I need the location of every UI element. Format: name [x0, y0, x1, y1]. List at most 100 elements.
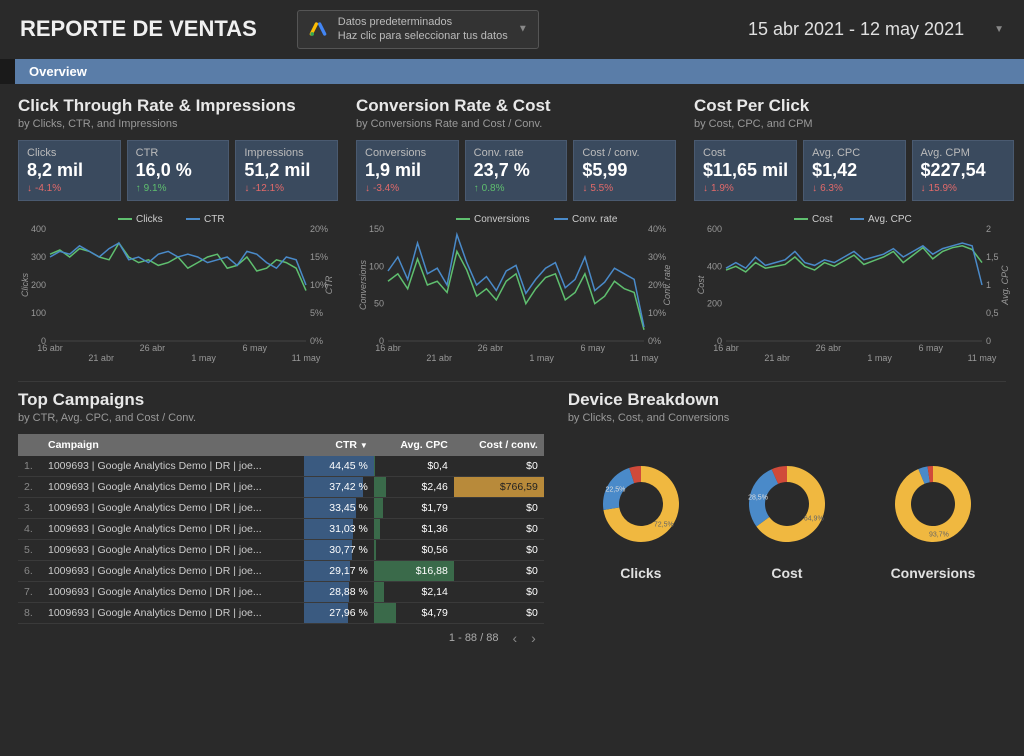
svg-text:1: 1 [986, 280, 991, 290]
table-row[interactable]: 8. 1009693 | Google Analytics Demo | DR … [18, 602, 544, 623]
metric-card[interactable]: Impressions 51,2 mil ↓-12.1% [235, 140, 338, 201]
table-row[interactable]: 3. 1009693 | Google Analytics Demo | DR … [18, 497, 544, 518]
svg-text:72,5%: 72,5% [654, 521, 674, 528]
svg-text:6 may: 6 may [919, 343, 944, 353]
campaign-name: 1009693 | Google Analytics Demo | DR | j… [42, 560, 304, 581]
col-ctr[interactable]: CTR ▼ [304, 434, 374, 456]
ctr-cell: 31,03 % [304, 518, 374, 539]
campaigns-table: CampaignCTR ▼Avg. CPCCost / conv. 1. 100… [18, 434, 544, 624]
campaign-name: 1009693 | Google Analytics Demo | DR | j… [42, 602, 304, 623]
kpi-section: Conversion Rate & Cost by Conversions Ra… [356, 96, 676, 371]
svg-text:21 abr: 21 abr [88, 353, 114, 363]
svg-text:40%: 40% [648, 224, 666, 234]
svg-text:200: 200 [31, 280, 46, 290]
row-index: 4. [18, 518, 42, 539]
row-index: 3. [18, 497, 42, 518]
svg-text:0%: 0% [310, 336, 323, 346]
header: REPORTE DE VENTAS Datos predeterminados … [0, 0, 1024, 59]
table-row[interactable]: 2. 1009693 | Google Analytics Demo | DR … [18, 476, 544, 497]
svg-text:400: 400 [31, 224, 46, 234]
cpc-cell: $16,88 [374, 560, 454, 581]
campaign-name: 1009693 | Google Analytics Demo | DR | j… [42, 518, 304, 539]
metric-card[interactable]: Avg. CPC $1,42 ↓6.3% [803, 140, 905, 201]
svg-text:16 abr: 16 abr [375, 343, 401, 353]
svg-text:100: 100 [369, 261, 384, 271]
arrow-down-icon: ↓ [582, 183, 587, 194]
metric-delta: ↓-12.1% [244, 183, 329, 194]
cost-cell: $0 [454, 497, 544, 518]
table-row[interactable]: 6. 1009693 | Google Analytics Demo | DR … [18, 560, 544, 581]
row-index: 1. [18, 456, 42, 477]
col-campaign[interactable]: Campaign [42, 434, 304, 456]
table-row[interactable]: 4. 1009693 | Google Analytics Demo | DR … [18, 518, 544, 539]
arrow-down-icon: ↓ [27, 183, 32, 194]
ctr-cell: 29,17 % [304, 560, 374, 581]
svg-text:16 abr: 16 abr [713, 343, 739, 353]
metric-card[interactable]: Avg. CPM $227,54 ↓15.9% [912, 140, 1014, 201]
date-range-picker[interactable]: 15 abr 2021 - 12 may 2021 ▼ [748, 19, 1004, 40]
tab-overview[interactable]: Overview [15, 59, 101, 84]
metric-label: Clicks [27, 147, 112, 159]
section-subtitle: by Conversions Rate and Cost / Conv. [356, 118, 676, 130]
data-source-selector[interactable]: Datos predeterminados Haz clic para sele… [297, 10, 539, 49]
table-row[interactable]: 7. 1009693 | Google Analytics Demo | DR … [18, 581, 544, 602]
devices-title: Device Breakdown [568, 390, 1006, 410]
cpc-cell: $2,46 [374, 476, 454, 497]
metric-value: $1,42 [812, 160, 896, 181]
ctr-cell: 44,45 % [304, 456, 374, 477]
svg-text:26 abr: 26 abr [816, 343, 842, 353]
row-index: 2. [18, 476, 42, 497]
campaign-name: 1009693 | Google Analytics Demo | DR | j… [42, 476, 304, 497]
svg-text:1 may: 1 may [529, 353, 554, 363]
page-title: REPORTE DE VENTAS [20, 16, 257, 42]
data-selector-line2: Haz clic para seleccionar tus datos [338, 29, 508, 43]
svg-text:50: 50 [374, 298, 384, 308]
svg-text:Avg. CPC: Avg. CPC [868, 214, 912, 225]
svg-text:Avg. CPC: Avg. CPC [1000, 264, 1010, 305]
metric-card[interactable]: Cost $11,65 mil ↓1.9% [694, 140, 797, 201]
google-ads-icon [308, 19, 328, 39]
row-index: 5. [18, 539, 42, 560]
arrow-down-icon: ↓ [703, 183, 708, 194]
campaign-name: 1009693 | Google Analytics Demo | DR | j… [42, 497, 304, 518]
table-row[interactable]: 5. 1009693 | Google Analytics Demo | DR … [18, 539, 544, 560]
metric-label: Cost [703, 147, 788, 159]
svg-text:200: 200 [707, 298, 722, 308]
table-pager: 1 - 88 / 88 ‹ › [18, 624, 544, 652]
arrow-up-icon: ↑ [136, 183, 141, 194]
cost-cell: $0 [454, 518, 544, 539]
svg-text:11 may: 11 may [630, 353, 659, 363]
campaign-name: 1009693 | Google Analytics Demo | DR | j… [42, 581, 304, 602]
svg-text:26 abr: 26 abr [478, 343, 504, 353]
cost-cell: $0 [454, 560, 544, 581]
metric-card[interactable]: Conversions 1,9 mil ↓-3.4% [356, 140, 459, 201]
svg-text:600: 600 [707, 224, 722, 234]
pager-prev-icon[interactable]: ‹ [512, 630, 517, 646]
svg-text:2: 2 [986, 224, 991, 234]
metric-label: Conversions [365, 147, 450, 159]
svg-text:28,5%: 28,5% [748, 494, 768, 501]
svg-text:64,9%: 64,9% [804, 515, 824, 522]
section-title: Click Through Rate & Impressions [18, 96, 338, 116]
svg-text:15%: 15% [310, 252, 328, 262]
campaigns-title: Top Campaigns [18, 390, 544, 410]
pager-next-icon[interactable]: › [531, 630, 536, 646]
svg-text:22,5%: 22,5% [605, 486, 625, 493]
cpc-cell: $4,79 [374, 602, 454, 623]
metric-card[interactable]: Clicks 8,2 mil ↓-4.1% [18, 140, 121, 201]
col-cpc[interactable]: Avg. CPC [374, 434, 454, 456]
svg-text:6 may: 6 may [581, 343, 606, 353]
metric-delta: ↑0.8% [474, 183, 559, 194]
donut-item: 93,7%Conversions [883, 454, 983, 581]
donut-label: Clicks [591, 565, 691, 581]
metric-card[interactable]: Cost / conv. $5,99 ↓5.5% [573, 140, 676, 201]
arrow-down-icon: ↓ [244, 183, 249, 194]
chevron-down-icon: ▼ [518, 24, 528, 35]
metric-card[interactable]: CTR 16,0 % ↑9.1% [127, 140, 230, 201]
metric-card[interactable]: Conv. rate 23,7 % ↑0.8% [465, 140, 568, 201]
svg-text:26 abr: 26 abr [140, 343, 166, 353]
svg-text:Conversions: Conversions [474, 214, 530, 225]
table-row[interactable]: 1. 1009693 | Google Analytics Demo | DR … [18, 456, 544, 477]
col-cost[interactable]: Cost / conv. [454, 434, 544, 456]
line-chart: ConversionsConv. rate0501001500%10%20%30… [356, 211, 676, 371]
